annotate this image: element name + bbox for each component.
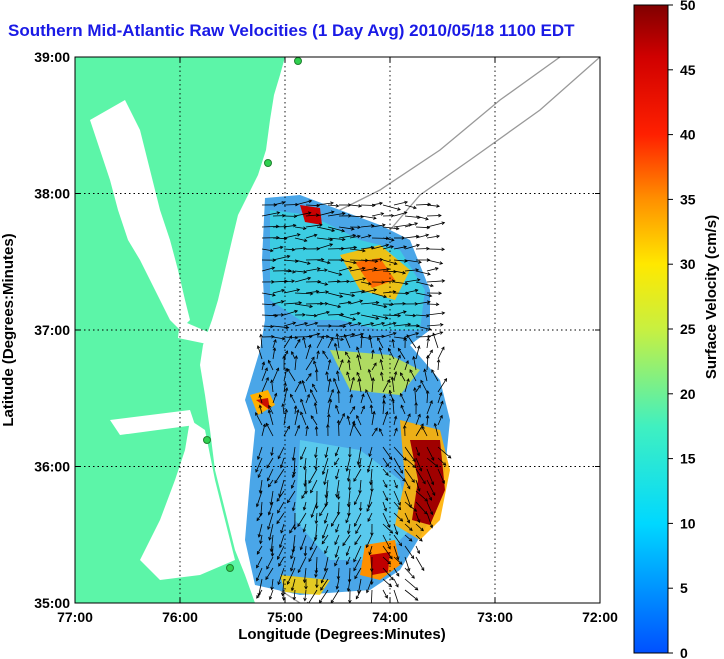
colorbar-label: Surface Velocity (cm/s): [703, 215, 720, 379]
colorbar-tick-label: 40: [680, 127, 696, 143]
velocity-field: [245, 195, 450, 595]
albemarle-sound: [110, 410, 195, 435]
colorbar-tick-label: 20: [680, 386, 696, 402]
colorbar-tick-label: 50: [680, 0, 696, 13]
y-tick-label: 35:00: [34, 595, 70, 611]
x-tick-label: 75:00: [267, 609, 303, 625]
colorbar-tick-label: 45: [680, 62, 696, 78]
pamlico-sound: [140, 420, 235, 580]
chart-title: Southern Mid-Atlantic Raw Velocities (1 …: [8, 21, 575, 40]
colorbar-tick-label: 25: [680, 321, 696, 337]
plot-area: [75, 57, 600, 603]
colorbar-tick-label: 15: [680, 451, 696, 467]
x-tick-label: 74:00: [372, 609, 408, 625]
colorbar-tick-label: 35: [680, 191, 696, 207]
x-tick-label: 76:00: [162, 609, 198, 625]
colorbar-tick-label: 5: [680, 580, 688, 596]
x-axis: 77:00 76:00 75:00 74:00 73:00 72:00: [57, 57, 618, 625]
colorbar-tick-label: 10: [680, 515, 696, 531]
colorbar: [633, 4, 669, 654]
y-axis-label: Latitude (Degrees:Minutes): [0, 233, 17, 426]
y-axis: 39:00 38:00 37:00 36:00 35:00: [34, 49, 600, 611]
x-tick-label: 77:00: [57, 609, 93, 625]
y-tick-label: 39:00: [34, 49, 70, 65]
radar-stations: [203, 57, 302, 572]
y-tick-label: 38:00: [34, 186, 70, 202]
velocity-arrows: [255, 199, 452, 603]
grid-lines: [75, 57, 600, 603]
y-tick-label: 37:00: [34, 322, 70, 338]
bay-inlet: [178, 320, 215, 345]
y-tick-label: 36:00: [34, 459, 70, 475]
chesapeake-bay: [90, 100, 190, 330]
x-tick-label: 72:00: [582, 609, 618, 625]
x-axis-label: Longitude (Degrees:Minutes): [238, 626, 446, 643]
x-tick-label: 73:00: [477, 609, 513, 625]
colorbar-tick-label: 30: [680, 256, 696, 272]
colorbar-tick-label: 0: [680, 645, 688, 659]
colorbar-ticks: 0 5 10 15 20 25 30 35 40 45 50: [668, 0, 696, 659]
